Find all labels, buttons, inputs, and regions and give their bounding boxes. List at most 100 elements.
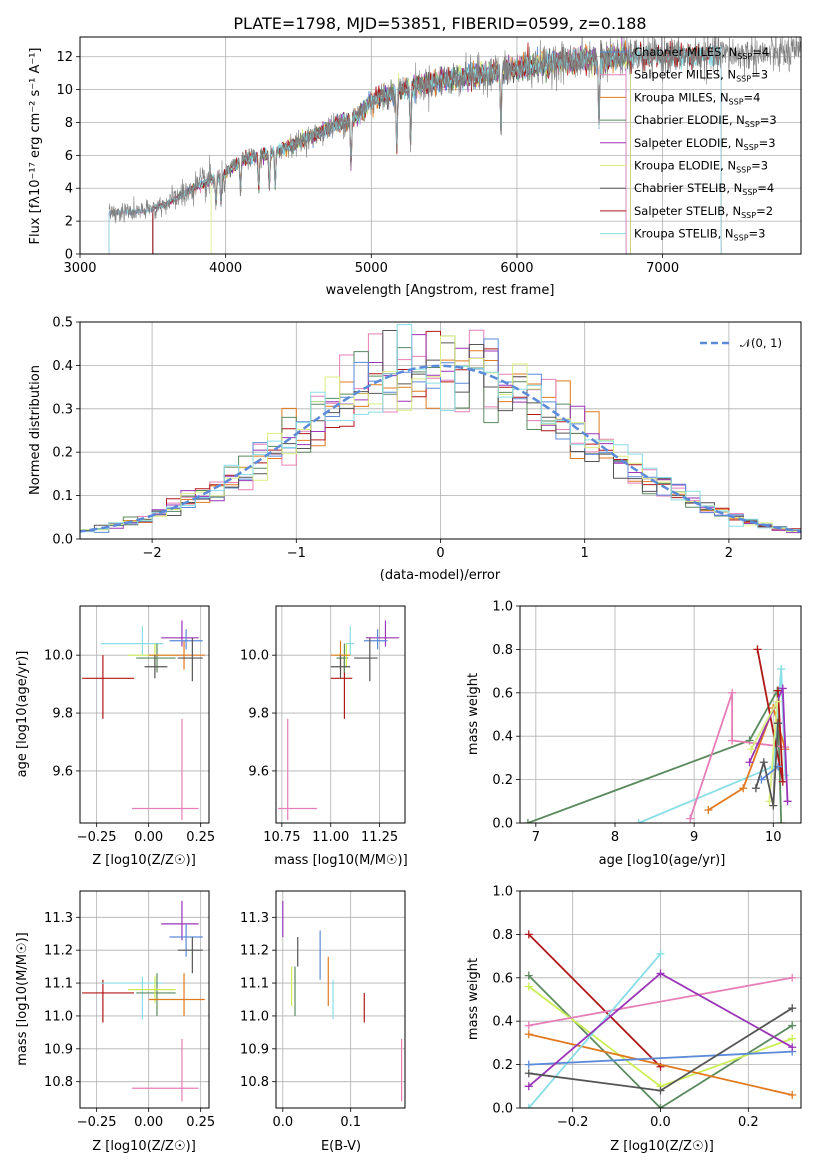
- weight-series-line: [528, 933, 662, 1068]
- y-tick-label: 1.0: [492, 600, 513, 615]
- weight-marker: [524, 1060, 533, 1069]
- weight-marker: [788, 1043, 797, 1052]
- y-tick-label: 2: [65, 215, 73, 230]
- weightZ-ylabel: mass weight: [466, 958, 481, 1040]
- weight-marker: [524, 1104, 533, 1108]
- weight-marker: [778, 684, 787, 693]
- x-tick-label: 0.0: [272, 1115, 293, 1130]
- weight-marker: [656, 969, 665, 978]
- errorbar-point: [136, 973, 176, 1016]
- weight-marker: [728, 688, 737, 697]
- axes-frame: [275, 605, 406, 824]
- y-tick-label: 12: [56, 50, 73, 65]
- weight-marker: [788, 1090, 797, 1099]
- errorbar-point: [177, 937, 203, 974]
- y-tick-label: 11.0: [44, 1009, 73, 1024]
- y-tick-label: 11.0: [240, 1009, 269, 1024]
- x-tick-label: 0.25: [186, 1115, 215, 1130]
- weight-marker: [524, 1069, 533, 1078]
- weightZ-xlabel: Z [log10(Z/Z☉)]: [610, 1139, 714, 1154]
- y-tick-label: 0.6: [492, 971, 513, 986]
- residuals-ylabel: Normed distribution: [28, 365, 43, 495]
- x-tick-label: 0.00: [134, 830, 163, 845]
- x-tick-label: 6000: [500, 261, 533, 276]
- weight-marker: [759, 758, 768, 767]
- y-tick-label: 0: [65, 248, 73, 263]
- weight-lines: [523, 645, 792, 823]
- x-tick-label: 9: [690, 830, 698, 845]
- weight-marker: [524, 930, 533, 939]
- weight-marker: [788, 1004, 797, 1013]
- legend-entry: Kroupa ELODIE, NSSP=3: [634, 159, 768, 175]
- x-tick-label: 7: [532, 830, 540, 845]
- errorbar-points: [82, 900, 205, 1102]
- weight-marker: [788, 973, 797, 982]
- y-tick-label: 11.1: [240, 977, 269, 992]
- weight-marker: [778, 777, 787, 786]
- legend-entry: Salpeter STELIB, NSSP=2: [634, 204, 773, 220]
- weight-marker: [773, 697, 782, 706]
- y-tick-label: 1.0: [492, 885, 513, 900]
- y-tick-label: 0.5: [52, 316, 73, 331]
- y-tick-label: 4: [65, 182, 73, 197]
- legend-entry: Kroupa MILES, NSSP=4: [634, 90, 760, 106]
- histogram-series: [80, 324, 801, 533]
- errorbar-point: [100, 626, 164, 656]
- axes-frame: [275, 890, 406, 1109]
- ageZ-xlabel: Z [log10(Z/Z☉)]: [92, 853, 196, 868]
- axes-frame: [79, 321, 802, 540]
- weight-series-line: [638, 668, 787, 823]
- spectrum-title: PLATE=1798, MJD=53851, FIBERID=0599, z=0…: [233, 14, 646, 33]
- errorbar-point: [330, 655, 353, 719]
- legend-entry: Chabrier MILES, NSSP=4: [634, 45, 769, 61]
- errorbar-point: [82, 655, 135, 719]
- spectrum-lines: [108, 37, 801, 254]
- errorbar-point: [363, 629, 388, 650]
- errorbar-point: [132, 1038, 199, 1102]
- legend-entry: Chabrier STELIB, NSSP=4: [634, 181, 774, 197]
- weight-marker: [783, 797, 792, 806]
- weight-marker: [777, 664, 786, 673]
- weight-marker: [769, 801, 778, 810]
- weight-marker: [745, 758, 754, 767]
- x-tick-label: 0.2: [738, 1115, 759, 1130]
- weight-lines: [524, 930, 797, 1108]
- errorbar-point: [161, 620, 199, 647]
- axes-frame: [79, 605, 210, 824]
- y-tick-label: 9.6: [52, 764, 73, 779]
- weight-marker: [788, 1034, 797, 1043]
- massZ-xlabel: Z [log10(Z/Z☉)]: [92, 1139, 196, 1154]
- massEbv-xlabel: E(B-V): [321, 1139, 361, 1154]
- histogram-steps: [80, 324, 801, 535]
- normal-curve: [80, 364, 801, 533]
- y-tick-label: 9.8: [248, 707, 269, 722]
- x-tick-label: 0.0: [650, 1115, 671, 1130]
- weight-marker: [753, 645, 762, 654]
- errorbar-point: [144, 655, 168, 679]
- y-tick-label: 11.3: [44, 911, 73, 926]
- weightAge-ylabel: mass weight: [466, 673, 481, 755]
- weight-marker: [524, 1082, 533, 1091]
- x-tick-label: −0.2: [557, 1115, 589, 1130]
- weight-marker: [524, 971, 533, 980]
- x-tick-label: −0.25: [77, 1115, 117, 1130]
- weight-marker: [777, 819, 786, 823]
- weight-marker: [728, 736, 737, 745]
- errorbar-point: [277, 718, 318, 821]
- x-tick-label: 1: [581, 546, 589, 561]
- errorbar-point: [148, 640, 205, 670]
- weight-marker: [656, 1104, 665, 1108]
- errorbar-point: [127, 976, 176, 1003]
- massZ-ylabel: mass [log10(M/M☉)]: [15, 932, 30, 1065]
- y-tick-label: 0.0: [492, 1102, 513, 1117]
- weight-marker: [524, 982, 533, 991]
- errorbar-point: [177, 637, 203, 682]
- x-tick-label: 8: [611, 830, 619, 845]
- weight-marker: [788, 1021, 797, 1030]
- errorbar-point: [82, 979, 135, 1023]
- axes-frame: [79, 36, 802, 255]
- x-tick-label: −2: [143, 546, 162, 561]
- weight-marker: [686, 814, 695, 823]
- x-tick-label: 0.25: [186, 830, 215, 845]
